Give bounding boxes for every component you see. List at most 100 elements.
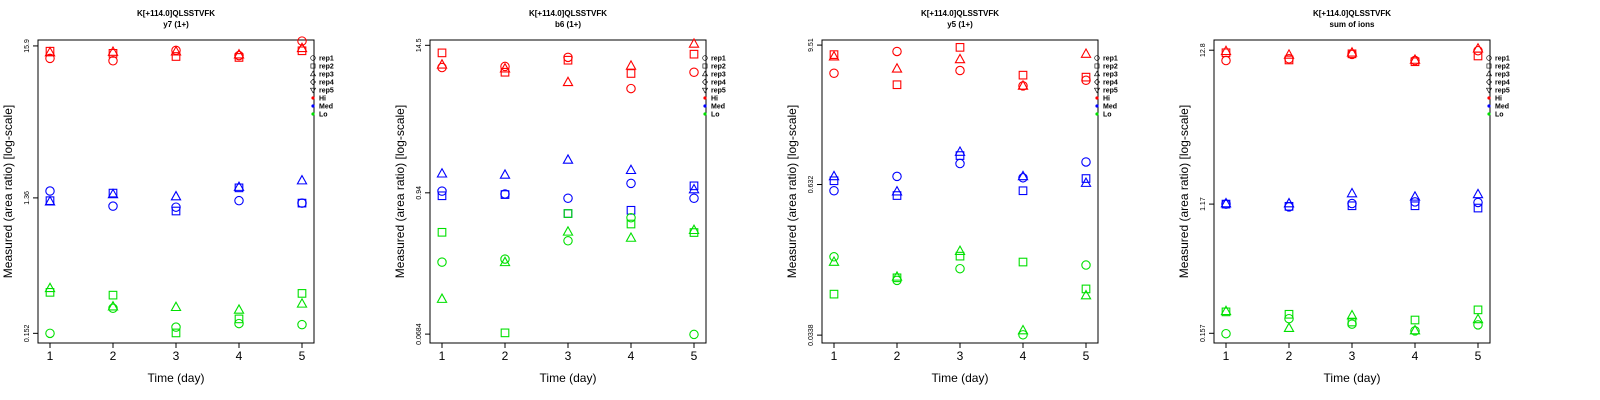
data-point	[1472, 313, 1484, 324]
series-lo	[436, 209, 700, 340]
data-point	[296, 174, 308, 185]
data-point	[1220, 197, 1232, 208]
data-point	[1410, 326, 1420, 336]
data-point	[437, 48, 447, 58]
legend-label: rep2	[711, 64, 726, 71]
data-point	[108, 49, 118, 58]
data-point	[171, 322, 181, 332]
data-point	[44, 282, 56, 293]
legend-label: rep4	[1495, 80, 1510, 87]
data-point	[1220, 305, 1232, 316]
legend-marker	[1486, 63, 1492, 69]
series-med	[828, 145, 1092, 200]
legend-label: rep1	[1103, 56, 1118, 63]
legend-label: rep5	[319, 88, 334, 95]
y-axis-label: Measured (area ratio) [log-scale]	[785, 105, 799, 278]
legend-marker	[702, 55, 708, 61]
x-tick-label: 4	[1412, 349, 1419, 363]
data-point	[108, 290, 118, 300]
chart-panel-3: K[+114.0]QLSSTVFK y5 (1+) 1 2 3 4 5 Time (day) 0…	[785, 9, 1118, 385]
data-point	[1283, 322, 1295, 333]
x-axis-label: Time (day)	[540, 371, 597, 385]
data-point	[892, 80, 902, 90]
data-point	[1283, 48, 1295, 59]
data-point	[1409, 53, 1421, 64]
legend-marker	[703, 112, 707, 116]
legend-marker	[1485, 70, 1493, 77]
data-point	[107, 45, 119, 56]
x-tick-label: 5	[299, 349, 306, 363]
data-point	[1410, 315, 1420, 325]
y-tick-label: 1.36	[24, 191, 31, 205]
data-point	[1472, 42, 1484, 53]
data-point	[499, 62, 511, 73]
data-point	[1347, 198, 1357, 209]
data-point	[563, 193, 573, 203]
y-tick-label: 0.157	[1200, 324, 1207, 342]
series-med	[436, 153, 700, 218]
data-point	[1017, 79, 1029, 90]
plot-frame	[821, 39, 1099, 344]
data-point	[500, 190, 510, 199]
data-point	[297, 198, 307, 208]
y-tick-label: 14.5	[416, 38, 423, 52]
legend-marker	[703, 96, 707, 100]
data-point	[45, 186, 55, 196]
data-point	[108, 56, 118, 66]
data-point	[626, 219, 636, 229]
legend-label: rep2	[1495, 64, 1510, 71]
data-point	[45, 288, 55, 297]
y-axis-label: Measured (area ratio) [log-scale]	[393, 105, 407, 278]
data-point	[688, 183, 700, 194]
data-point	[954, 245, 966, 256]
legend-marker	[1487, 112, 1491, 116]
data-point	[1081, 284, 1091, 294]
data-point	[1018, 173, 1028, 183]
legend-marker	[1095, 104, 1099, 108]
data-point	[563, 52, 573, 63]
data-point	[1473, 305, 1483, 315]
data-point	[1284, 309, 1294, 319]
data-point	[562, 76, 574, 87]
data-point	[1081, 72, 1091, 82]
data-point	[626, 213, 636, 223]
data-point	[437, 257, 447, 267]
x-tick-label: 1	[439, 349, 446, 363]
legend-marker	[1095, 112, 1099, 116]
legend-marker	[310, 55, 316, 61]
x-tick-label: 5	[691, 349, 698, 363]
x-tick-label: 3	[1349, 349, 1356, 363]
data-point	[689, 181, 699, 191]
x-axis-label: Time (day)	[932, 371, 989, 385]
data-point	[107, 300, 119, 311]
data-point	[689, 193, 699, 203]
legend-label: Hi	[1103, 96, 1110, 103]
data-point	[562, 153, 574, 164]
data-point	[296, 42, 308, 53]
x-tick-label: 2	[1286, 349, 1293, 363]
data-point	[892, 191, 902, 200]
data-point	[1473, 320, 1483, 330]
legend-label: Med	[1495, 104, 1509, 111]
data-point	[891, 185, 903, 196]
data-point	[1221, 307, 1231, 317]
legend-marker	[311, 112, 315, 116]
data-point	[829, 176, 839, 186]
data-point	[563, 55, 573, 65]
chart-title: K[+114.0]QLSSTVFK	[137, 9, 215, 18]
data-point	[954, 145, 966, 156]
legend-label: rep4	[319, 80, 334, 87]
data-point	[1472, 188, 1484, 199]
data-point	[297, 198, 307, 208]
data-point	[1081, 260, 1091, 270]
data-point	[955, 65, 965, 76]
y-tick-label: 9.51	[808, 38, 815, 52]
data-point	[1017, 324, 1029, 335]
legend-label: Hi	[711, 96, 718, 103]
data-point	[499, 256, 511, 267]
legend-marker	[1094, 78, 1100, 86]
data-point	[500, 254, 510, 264]
x-tick-label: 2	[502, 349, 509, 363]
data-point	[625, 164, 637, 175]
